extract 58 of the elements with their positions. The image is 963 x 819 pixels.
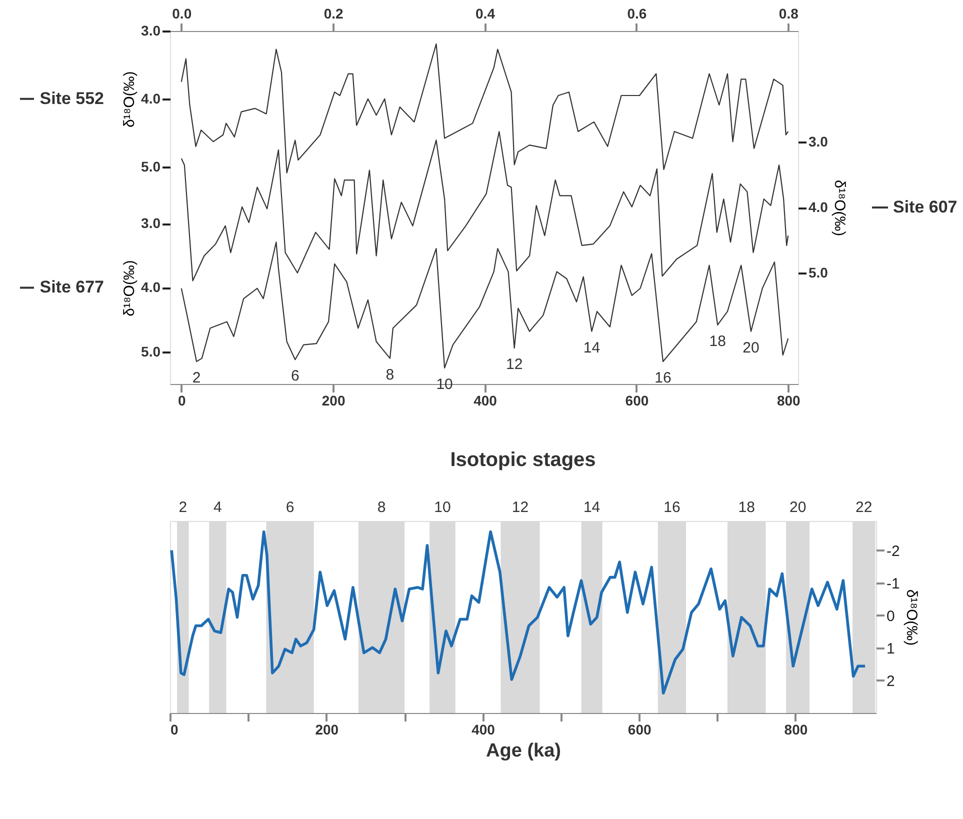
x-tick-label: 600 xyxy=(628,722,652,738)
band-label: 18 xyxy=(738,499,755,516)
band-label: 10 xyxy=(434,499,451,516)
x-axis-title: Age (ka) xyxy=(486,740,561,762)
band-label: 6 xyxy=(286,499,294,516)
band-label: 20 xyxy=(789,499,806,516)
y-axis-title: δ¹⁸O(‰) xyxy=(902,589,920,646)
x-tick-label: 200 xyxy=(315,722,339,738)
x-tick-label: 800 xyxy=(776,392,801,408)
y-tick-label: 2 xyxy=(886,672,895,690)
band-label: 2 xyxy=(178,499,188,516)
x2-tick-label: 0.6 xyxy=(627,6,647,22)
y2-tick-label: 5.0 xyxy=(808,264,828,280)
annotation: 14 xyxy=(583,339,600,356)
annotation: 6 xyxy=(290,368,300,385)
y-tick-label: 4.0 xyxy=(141,279,161,296)
y-tick-label: 5.0 xyxy=(141,343,161,360)
band-label: 22 xyxy=(856,499,872,516)
y-axis-title: δ¹⁸O(‰) xyxy=(121,260,138,316)
chart-title: Isotopic stages xyxy=(450,449,596,471)
annotation: 16 xyxy=(654,370,672,387)
y-tick-label: -1 xyxy=(886,575,900,592)
y-tick-label: 3.0 xyxy=(141,215,161,232)
x-tick-label: 0 xyxy=(178,392,186,408)
x-tick-label: 800 xyxy=(784,722,808,738)
y3-axis-title: δ¹⁸O(‰) xyxy=(121,71,138,128)
line-series xyxy=(180,242,789,369)
legend-label: Site 677 xyxy=(40,278,104,297)
x-tick-label: 0 xyxy=(170,722,178,738)
annotation: 12 xyxy=(506,356,523,374)
legend-label: Site 552 xyxy=(40,88,104,108)
x2-tick-label: 0.2 xyxy=(324,6,344,22)
annotation: 2 xyxy=(192,370,201,387)
annotation: 8 xyxy=(386,366,394,384)
band-label: 16 xyxy=(664,499,680,516)
x-tick-label: 400 xyxy=(474,392,498,408)
band-label: 12 xyxy=(512,499,529,516)
y2-axis-title: δ¹⁸O(‰) xyxy=(830,180,848,236)
x2-tick-label: 0.0 xyxy=(172,6,192,22)
y2-tick-label: 4.0 xyxy=(808,199,828,215)
annotation: 18 xyxy=(709,332,726,350)
line-series xyxy=(170,530,866,695)
x-tick-label: 200 xyxy=(322,392,346,408)
band-label: 4 xyxy=(214,499,222,516)
line-series xyxy=(180,131,789,282)
annotation: 20 xyxy=(742,339,760,356)
y-tick-label: 1 xyxy=(886,640,895,658)
x-tick-label: 400 xyxy=(472,722,496,738)
y2-tick-label: 3.0 xyxy=(808,134,828,150)
band-label: 14 xyxy=(583,499,600,516)
x2-tick-label: 0.8 xyxy=(778,6,799,22)
legend-label: Site 607 xyxy=(893,198,958,216)
x2-tick-label: 0.4 xyxy=(476,6,496,22)
y-tick-label: -2 xyxy=(886,542,900,560)
y-tick-label: 0 xyxy=(886,608,895,625)
line-series xyxy=(180,43,789,174)
band-label: 8 xyxy=(377,499,386,516)
x-tick-label: 600 xyxy=(625,392,649,408)
